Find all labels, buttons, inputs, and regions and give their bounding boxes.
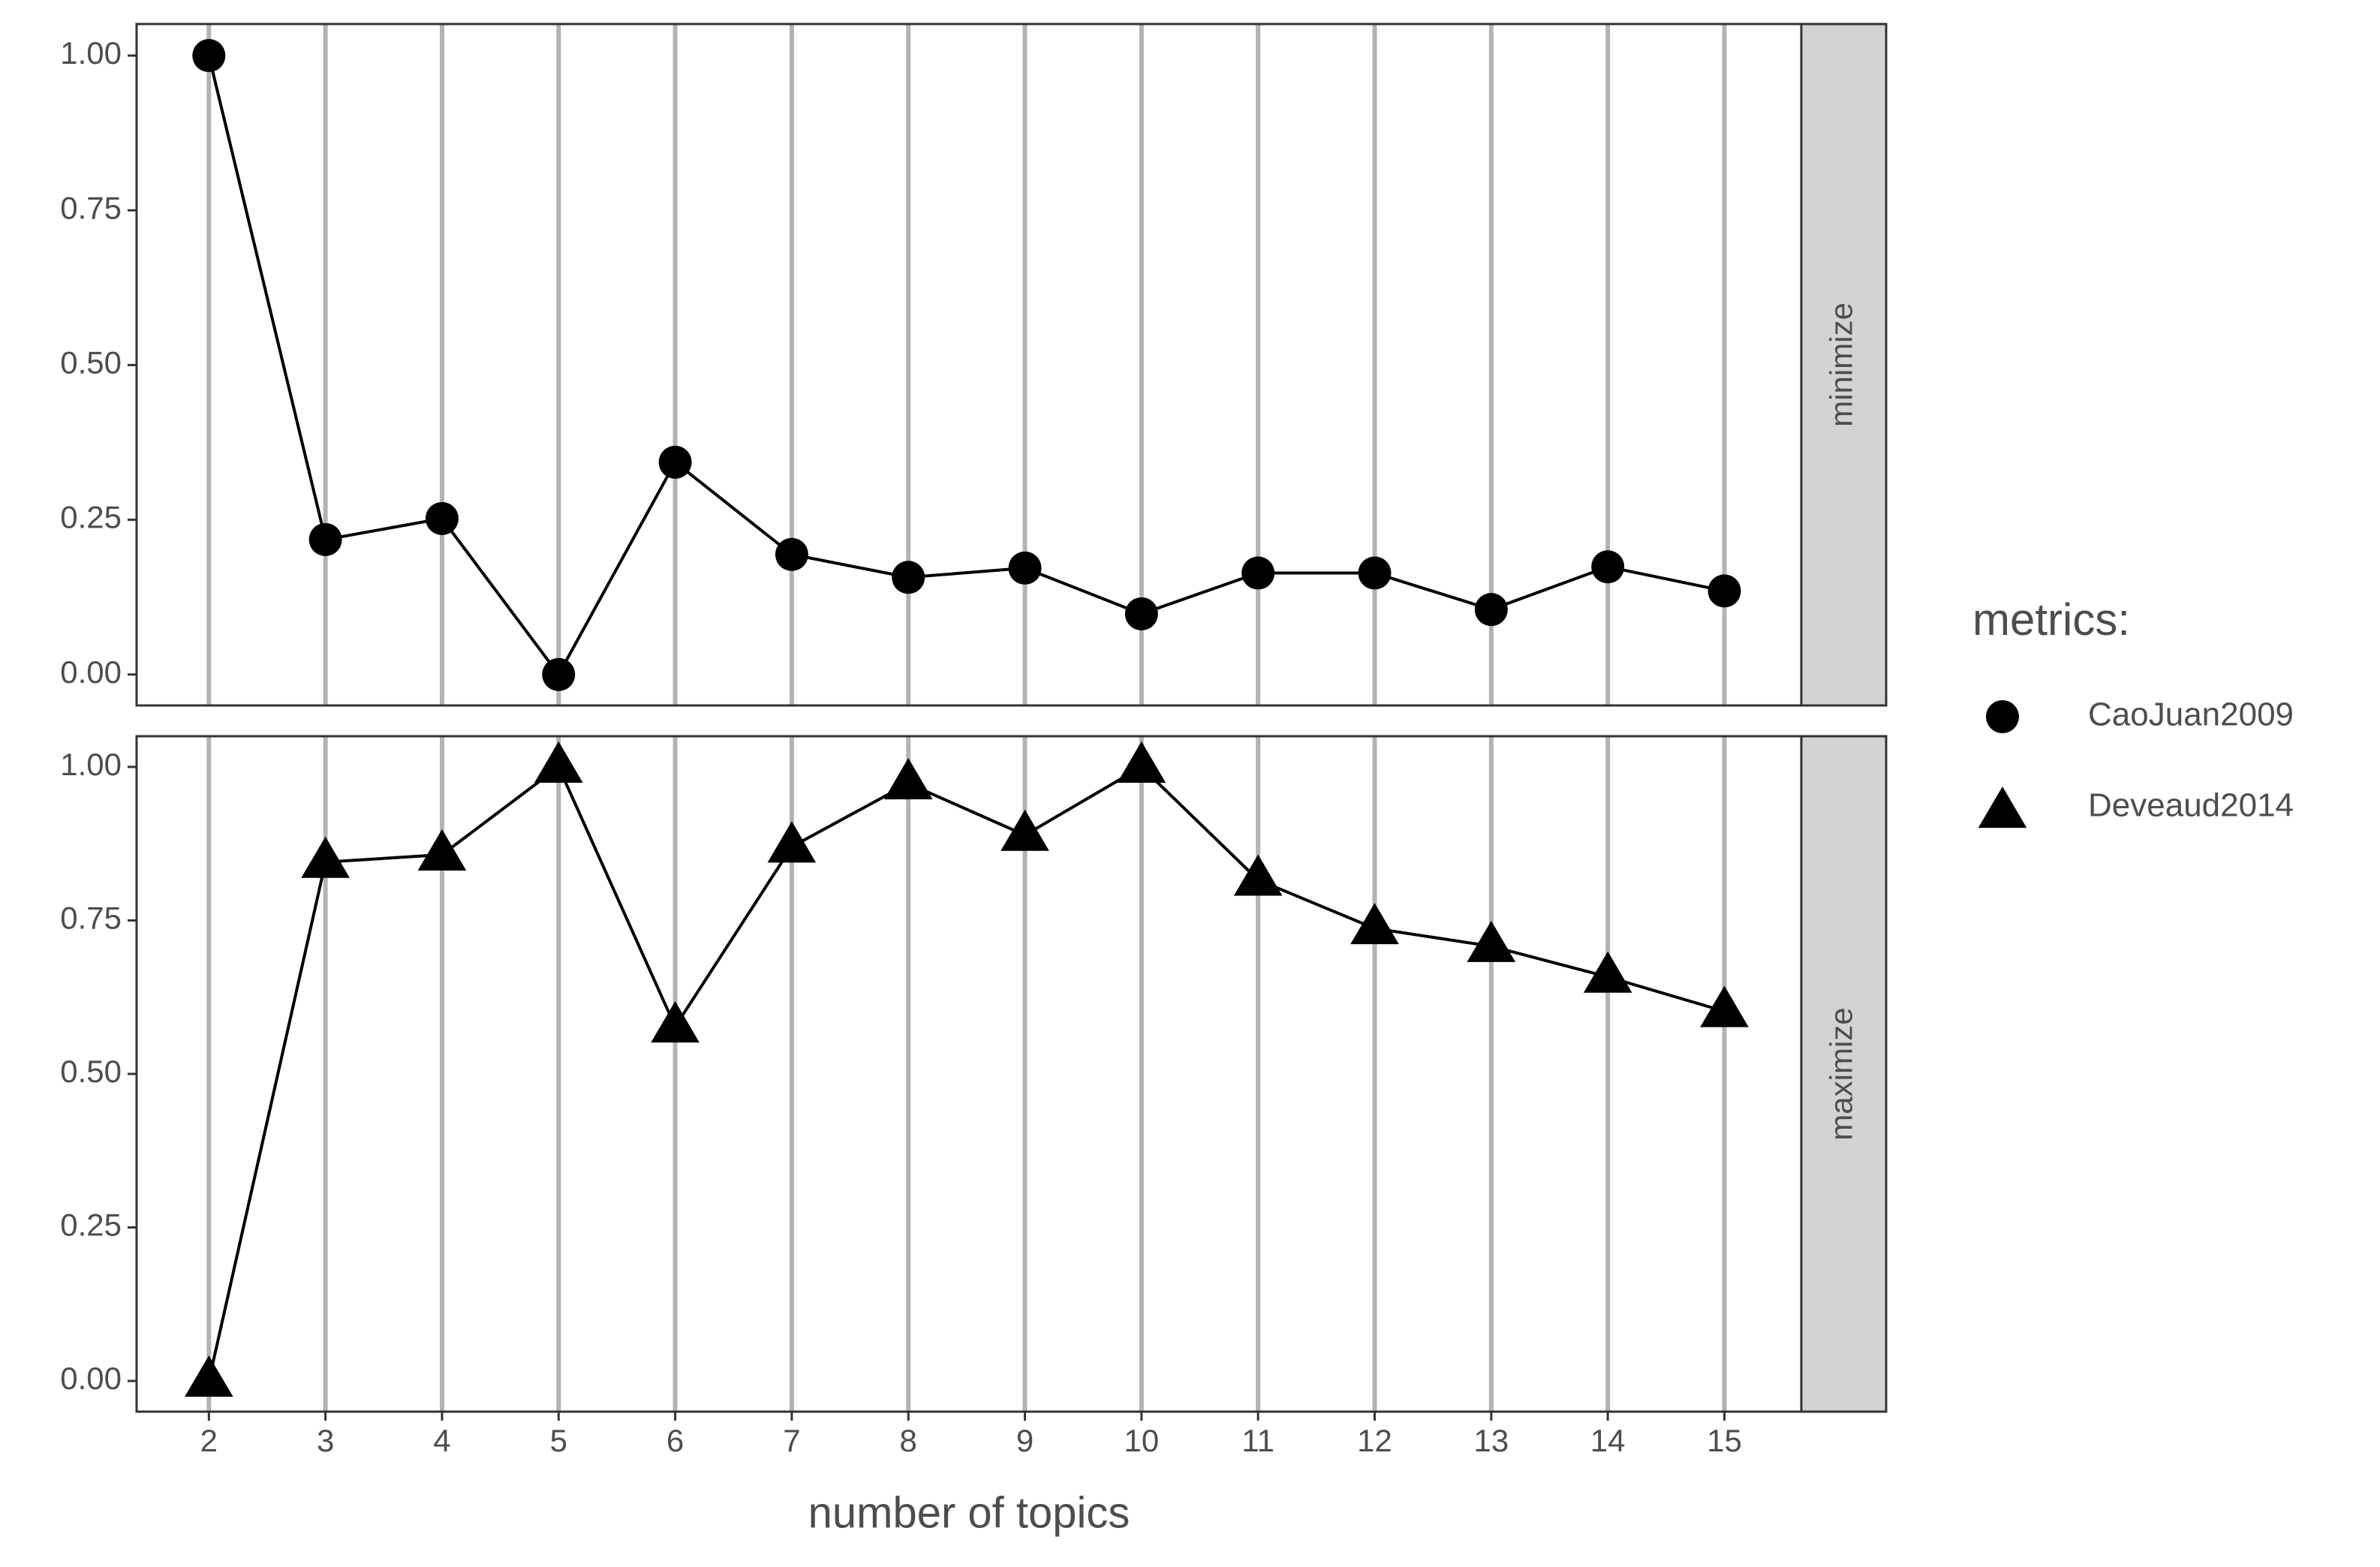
x-tick-label: 2	[200, 1423, 218, 1458]
marker	[775, 537, 808, 571]
y-tick-label: 1.00	[60, 747, 122, 782]
marker	[1700, 985, 1749, 1027]
legend-marker	[1978, 787, 2027, 829]
marker	[1583, 951, 1632, 993]
line	[207, 764, 1726, 1382]
marker	[184, 1355, 233, 1397]
marker	[417, 829, 467, 871]
x-tick-label: 15	[1707, 1423, 1742, 1458]
y-tick-label: 0.75	[60, 901, 122, 936]
x-tick-label: 4	[433, 1423, 450, 1458]
marker	[1124, 597, 1158, 630]
y-tick-label: 0.50	[60, 345, 122, 380]
strip-label: minimize	[1824, 302, 1859, 427]
panel-background	[137, 736, 1801, 1412]
marker	[1474, 593, 1508, 627]
y-tick-label: 0.25	[60, 500, 122, 535]
y-tick-label: 0.50	[60, 1054, 122, 1089]
x-tick-label: 14	[1590, 1423, 1626, 1458]
marker	[542, 657, 576, 691]
y-tick-label: 1.00	[60, 35, 122, 71]
marker	[1591, 550, 1625, 584]
x-tick-label: 10	[1124, 1423, 1160, 1458]
marker	[301, 836, 350, 878]
x-tick-label: 9	[1016, 1423, 1034, 1458]
marker	[1233, 854, 1283, 896]
x-tick-label: 5	[550, 1423, 567, 1458]
y-tick-label: 0.75	[60, 190, 122, 225]
marker	[1000, 809, 1049, 851]
marker	[1358, 556, 1392, 590]
x-axis-title: number of topics	[808, 1488, 1130, 1537]
marker	[1241, 556, 1275, 590]
y-tick-label: 0.00	[60, 654, 122, 690]
legend-label: Deveaud2014	[2088, 787, 2294, 824]
marker	[658, 445, 692, 479]
marker	[1008, 551, 1042, 585]
x-tick-label: 13	[1473, 1423, 1509, 1458]
marker	[1350, 903, 1399, 945]
marker	[1117, 741, 1166, 783]
panel-background	[137, 24, 1801, 705]
x-tick-label: 8	[900, 1423, 917, 1458]
marker	[425, 501, 459, 535]
marker	[192, 39, 226, 73]
legend-marker	[1986, 700, 2019, 733]
marker	[651, 1001, 700, 1043]
x-tick-label: 6	[666, 1423, 684, 1458]
y-tick-label: 0.00	[60, 1361, 122, 1396]
marker	[767, 821, 817, 863]
line	[207, 55, 1725, 678]
x-tick-label: 7	[783, 1423, 800, 1458]
y-tick-label: 0.25	[60, 1208, 122, 1243]
x-tick-label: 3	[317, 1423, 334, 1458]
strip-label: maximize	[1824, 1007, 1859, 1140]
marker	[1708, 574, 1741, 608]
strip	[1800, 735, 1888, 1413]
marker	[1467, 920, 1516, 962]
legend-label: CaoJuan2009	[2088, 696, 2294, 733]
marker	[534, 741, 583, 783]
x-tick-label: 11	[1241, 1423, 1274, 1458]
marker	[892, 561, 925, 594]
strip	[1800, 23, 1888, 707]
x-tick-label: 12	[1357, 1423, 1392, 1458]
marker	[308, 522, 342, 556]
marker	[883, 758, 933, 800]
legend-title: metrics:	[1972, 594, 2130, 645]
